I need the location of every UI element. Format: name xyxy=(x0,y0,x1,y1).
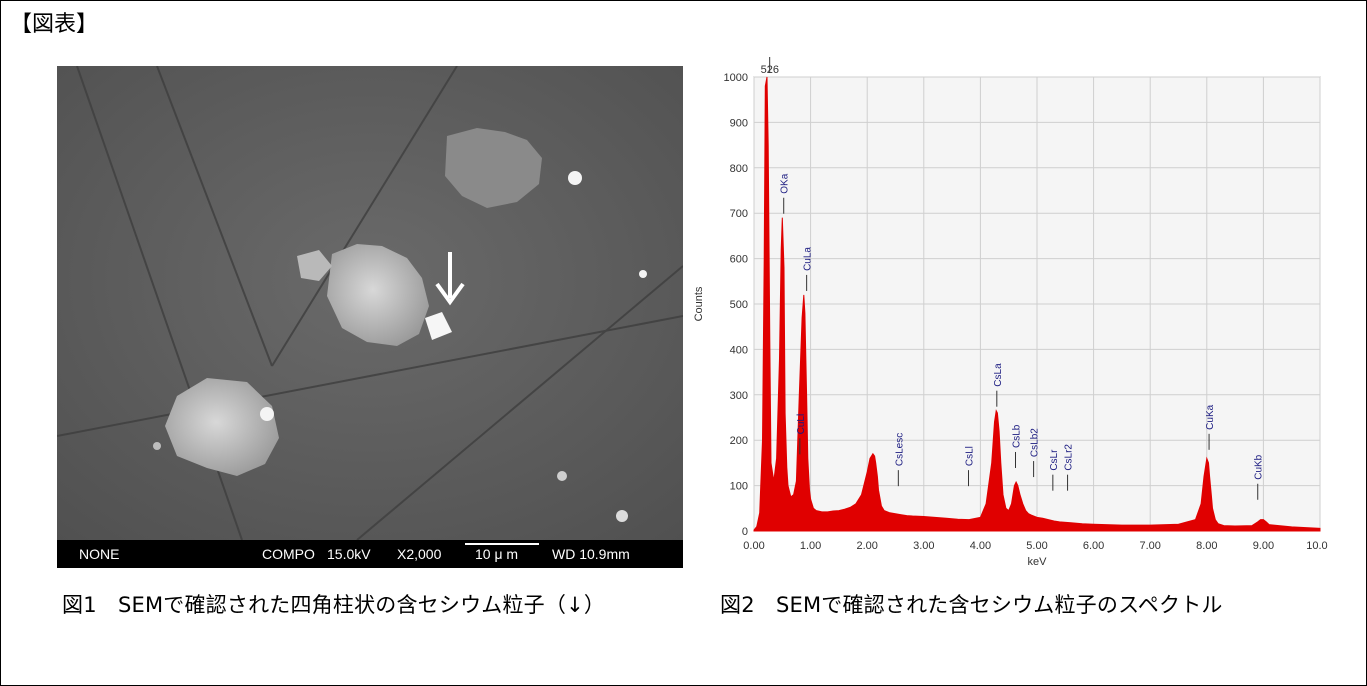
eds-spectrum-chart: 0.00 1.00 2.00 3.00 4.00 5.00 6.00 7.00 8.00 9.00… xyxy=(688,55,1328,575)
cesium-square-particle xyxy=(425,312,452,340)
x-tick-label: 7.00 xyxy=(1139,540,1160,552)
sem-scale-bar xyxy=(465,543,539,545)
x-axis-label: keV xyxy=(1028,556,1048,568)
particle-cluster-center xyxy=(327,244,429,346)
x-tick-label: 1.00 xyxy=(800,540,821,552)
peak-label: OKa xyxy=(780,173,791,193)
peak-label: CsLesc xyxy=(894,433,905,466)
sem-micrograph: NONE COMPO 15.0kV X2,000 10 μ m WD 10.9m… xyxy=(57,66,683,568)
peak-label: CsLb2 xyxy=(1030,428,1041,457)
x-tick-label: 8.00 xyxy=(1196,540,1217,552)
particle-small-left xyxy=(297,250,332,281)
arrow-head xyxy=(435,282,465,306)
x-tick-label: 6.00 xyxy=(1083,540,1104,552)
x-tick-label: 5.00 xyxy=(1026,540,1047,552)
x-tick-label: 9.00 xyxy=(1253,540,1274,552)
peak-label: CsLl xyxy=(965,446,976,466)
x-tick-label: 0.00 xyxy=(743,540,764,552)
figure2-caption: 図2 SEMで確認された含セシウム粒子のスペクトル xyxy=(720,593,1223,617)
peak-label: CsLr2 xyxy=(1064,444,1075,471)
peak-label: CuKa xyxy=(1205,404,1216,429)
sem-magnification: X2,000 xyxy=(397,546,442,562)
y-tick-label: 700 xyxy=(730,208,748,220)
particle-cluster-top xyxy=(445,128,542,208)
y-tick-label: 1000 xyxy=(724,72,748,84)
x-tick-label: 4.00 xyxy=(970,540,991,552)
sem-info-bar: NONE COMPO 15.0kV X2,000 10 μ m WD 10.9m… xyxy=(57,540,683,568)
x-tick-label: 3.00 xyxy=(913,540,934,552)
peak-label: CuLa xyxy=(803,247,814,271)
y-tick-label: 800 xyxy=(730,163,748,175)
y-tick-label: 0 xyxy=(742,526,748,538)
particle-bright xyxy=(639,270,647,278)
sem-voltage: 15.0kV xyxy=(327,546,371,562)
sem-wd: WD 10.9mm xyxy=(552,546,630,562)
y-tick-label: 200 xyxy=(730,435,748,447)
figure1-caption: 図1 SEMで確認された四角柱状の含セシウム粒子（↓） xyxy=(62,593,606,617)
sem-scale: 10 μ m xyxy=(475,546,519,562)
x-tick-label: 10.00 xyxy=(1306,540,1328,552)
peak-label: CuLl xyxy=(796,414,807,435)
y-tick-label: 500 xyxy=(730,299,748,311)
y-axis-label: Counts xyxy=(693,286,705,321)
y-tick-label: 100 xyxy=(730,481,748,493)
peak-label: CsLa xyxy=(993,363,1004,387)
particle-small xyxy=(557,471,567,481)
chart-svg: 0.00 1.00 2.00 3.00 4.00 5.00 6.00 7.00 8.00 9.00… xyxy=(693,57,1328,568)
sem-signal: NONE xyxy=(79,546,120,562)
sem-mode: COMPO xyxy=(262,546,315,562)
particle-bright xyxy=(260,407,274,421)
peak-label: CsLr xyxy=(1049,449,1060,471)
y-tick-label: 300 xyxy=(730,390,748,402)
peak-label: CuKb xyxy=(1254,454,1265,479)
sem-image xyxy=(57,66,683,540)
spectrum-series xyxy=(753,76,1321,532)
y-tick-label: 400 xyxy=(730,344,748,356)
y-tick-label: 900 xyxy=(730,117,748,129)
peak-label: CsLb xyxy=(1011,424,1022,448)
particle-small xyxy=(616,510,628,522)
x-tick-label: 2.00 xyxy=(856,540,877,552)
section-title: 【図表】 xyxy=(10,12,99,37)
y-tick-label: 600 xyxy=(730,254,748,266)
particle-bright xyxy=(568,171,582,185)
particle-large-left xyxy=(165,378,279,476)
particle-small xyxy=(153,442,161,450)
